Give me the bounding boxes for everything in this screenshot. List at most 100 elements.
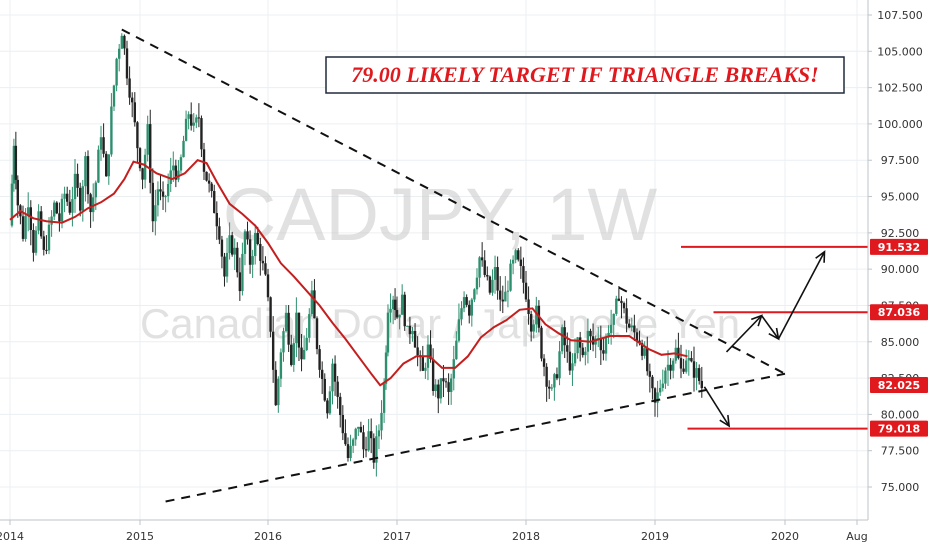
candle-175 <box>457 303 461 343</box>
trendlines <box>121 28 786 503</box>
arrow-1 <box>760 315 780 341</box>
candle-134 <box>354 427 357 446</box>
candle-body <box>172 165 175 171</box>
candle-100 <box>266 268 270 302</box>
candle-body <box>672 360 675 371</box>
price-tag-label: 91.532 <box>878 241 920 254</box>
candle-37 <box>105 151 108 177</box>
candle-body <box>146 124 149 155</box>
candle-body <box>403 294 406 327</box>
candle-body <box>112 85 116 107</box>
candle-113 <box>300 334 303 372</box>
time-axis: 2014 2015 2016 2017 2018 2019 2020 Aug <box>0 519 868 543</box>
y-tick-label-10: 100.000 <box>877 118 923 131</box>
candle-233 <box>607 325 610 345</box>
candle-body <box>509 263 512 291</box>
candle-234 <box>609 309 613 345</box>
candle-body <box>664 370 667 384</box>
candle-body <box>125 48 129 79</box>
candle-247 <box>643 341 646 359</box>
candle-body <box>364 449 368 451</box>
candle-257 <box>669 358 672 380</box>
candle-body <box>380 412 383 431</box>
candle-81 <box>218 217 221 245</box>
candle-body <box>282 331 285 353</box>
candle-267 <box>695 361 698 391</box>
candle-body <box>192 122 195 126</box>
candle-body <box>362 432 365 450</box>
candle-196 <box>511 255 515 275</box>
candle-19 <box>58 202 61 232</box>
candle-108 <box>287 305 290 352</box>
candle-58 <box>159 174 162 201</box>
candle-161 <box>421 345 424 372</box>
candle-168 <box>439 378 443 404</box>
candle-body <box>68 201 71 213</box>
candle-body <box>228 235 231 253</box>
candle-body <box>310 290 314 315</box>
candle-body <box>29 207 32 231</box>
candle-28 <box>81 179 84 222</box>
candle-66 <box>179 154 183 174</box>
y-tick-label-12: 105.000 <box>877 45 923 58</box>
candle-243 <box>633 314 636 341</box>
candle-body <box>630 325 633 328</box>
candle-47 <box>131 92 134 118</box>
candle-body <box>297 312 301 348</box>
candle-body <box>391 299 395 310</box>
candle-body <box>136 122 139 149</box>
candle-body <box>400 294 404 315</box>
candle-body <box>45 249 48 251</box>
candle-body <box>12 145 16 184</box>
annotation-box: 79.00 LIKELY TARGET IF TRIANGLE BREAKS! <box>325 56 845 94</box>
candle-249 <box>648 363 652 393</box>
watermark: CADJPY, 1W Canadian Dollar / Japanese Ye… <box>140 173 740 347</box>
candle-body <box>128 78 131 98</box>
candle-body <box>14 145 18 180</box>
price-tag-label: 82.025 <box>878 379 920 392</box>
candle-body <box>341 414 345 434</box>
candle-200 <box>522 257 525 294</box>
y-tick-label-9: 97.500 <box>881 154 920 167</box>
price-tag-0: 91.532 <box>870 238 928 255</box>
candle-body <box>609 324 613 333</box>
candle-body <box>256 232 259 244</box>
candle-55 <box>151 168 154 233</box>
candle-90 <box>241 242 244 296</box>
candle-44 <box>123 34 126 55</box>
candle-176 <box>460 301 463 326</box>
candle-body <box>115 58 118 86</box>
candle-203 <box>529 310 533 342</box>
candle-104 <box>277 376 280 413</box>
candle-body <box>47 224 51 251</box>
candle-62 <box>169 157 172 192</box>
candle-107 <box>284 304 288 333</box>
candle-204 <box>532 319 535 339</box>
price-tag-bg <box>870 238 928 255</box>
candle-10 <box>34 226 38 256</box>
candle-242 <box>630 317 633 332</box>
candle-236 <box>615 295 618 316</box>
candle-136 <box>359 421 363 433</box>
candle-body <box>248 239 252 265</box>
candle-body <box>37 211 40 231</box>
annotation-frame <box>325 56 845 94</box>
price-tag-bg <box>870 376 928 393</box>
candle-body <box>382 383 386 413</box>
candle-3 <box>16 175 19 218</box>
candle-body <box>486 274 489 277</box>
candle-body <box>346 444 350 459</box>
candle-body <box>58 213 61 222</box>
candle-body <box>529 314 533 332</box>
candle-269 <box>700 366 703 398</box>
arrow-shaft <box>777 251 826 340</box>
candle-body <box>584 351 587 356</box>
candle-131 <box>346 437 350 462</box>
candle-189 <box>493 255 497 294</box>
candle-251 <box>653 387 657 417</box>
candle-21 <box>63 186 66 213</box>
candle-body <box>377 430 381 437</box>
candle-body <box>27 207 30 216</box>
candle-117 <box>310 280 314 317</box>
